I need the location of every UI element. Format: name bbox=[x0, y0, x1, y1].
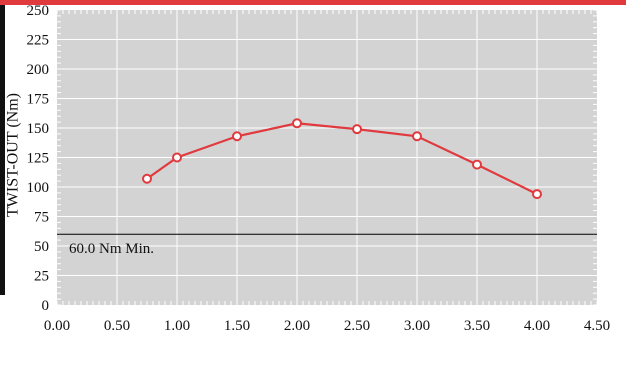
y-tick-label: 225 bbox=[27, 33, 50, 49]
x-tick-label: 4.00 bbox=[524, 318, 550, 334]
y-tick-label: 100 bbox=[27, 180, 50, 196]
y-tick-label: 75 bbox=[34, 210, 49, 226]
y-axis-ticks: 0 25 50 75 100 125 150 175 200 225 250 bbox=[27, 3, 50, 314]
left-edge-bar bbox=[0, 5, 5, 295]
x-tick-label: 3.50 bbox=[464, 318, 490, 334]
data-point bbox=[172, 152, 182, 163]
data-point bbox=[232, 131, 242, 142]
minor-ticks bbox=[56, 9, 598, 306]
data-point bbox=[532, 189, 542, 200]
y-tick-label: 25 bbox=[34, 269, 49, 285]
data-points bbox=[142, 118, 542, 200]
x-tick-label: 3.00 bbox=[404, 318, 430, 334]
x-tick-label: 1.50 bbox=[224, 318, 250, 334]
y-tick-label: 250 bbox=[27, 3, 50, 19]
x-tick-label: 0.00 bbox=[44, 318, 70, 334]
data-point bbox=[472, 159, 482, 170]
y-axis-title: TWIST-OUT (Nm) bbox=[5, 93, 22, 217]
y-tick-label: 175 bbox=[27, 92, 50, 108]
y-tick-label: 150 bbox=[27, 121, 50, 137]
top-accent-bar bbox=[0, 0, 626, 5]
series-line bbox=[146, 122, 538, 196]
data-point bbox=[292, 118, 302, 129]
x-tick-label: 2.00 bbox=[284, 318, 310, 334]
y-tick-label: 125 bbox=[27, 151, 50, 167]
x-tick-label: 0.50 bbox=[104, 318, 130, 334]
data-point bbox=[352, 124, 362, 135]
data-point bbox=[142, 173, 152, 184]
x-axis-ticks: 0.00 0.50 1.00 1.50 2.00 2.50 3.00 3.50 4.00 4.50 bbox=[44, 318, 610, 334]
y-tick-label: 200 bbox=[27, 62, 50, 78]
x-tick-label: 1.00 bbox=[164, 318, 190, 334]
x-tick-label: 4.50 bbox=[584, 318, 610, 334]
x-tick-label: 2.50 bbox=[344, 318, 370, 334]
y-tick-label: 0 bbox=[42, 298, 50, 314]
minimum-reference-label: 60.0 Nm Min. bbox=[69, 241, 154, 257]
data-point bbox=[412, 131, 422, 142]
y-tick-label: 50 bbox=[34, 239, 49, 255]
grid-lines bbox=[57, 10, 597, 305]
